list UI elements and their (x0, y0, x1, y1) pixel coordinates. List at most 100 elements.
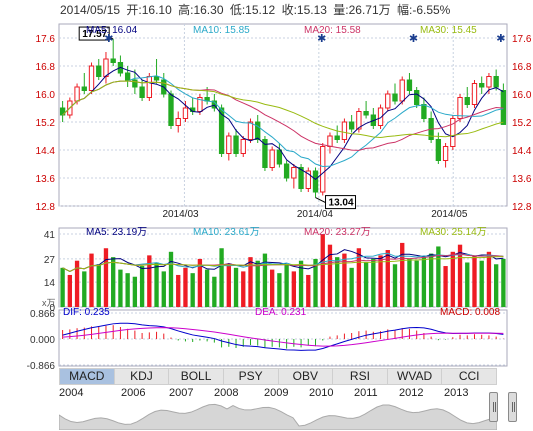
candle-body (312, 170, 319, 193)
price-ma30-line (62, 80, 504, 139)
volume-bar (111, 257, 116, 307)
quote-high: 高:16.30 (178, 3, 224, 17)
vol-unit-label: x万 (42, 298, 56, 308)
volume-bar (89, 253, 94, 307)
candle-body (247, 121, 254, 140)
quote-open: 开:16.10 (126, 3, 172, 17)
price-y-tick-left: 16.8 (36, 62, 56, 73)
low-marker-box (325, 195, 357, 210)
candle-body (385, 93, 391, 109)
volume-y-tick: 27 (44, 255, 56, 266)
price-y-tick-right: 16.0 (512, 90, 532, 101)
tab-rsi[interactable]: RSI (333, 369, 388, 384)
volume-bar (378, 255, 383, 307)
candle-body (500, 90, 507, 125)
candle-body (392, 93, 398, 102)
candle-body (132, 79, 138, 88)
candle-body (471, 83, 478, 105)
volume-bar (226, 264, 231, 307)
tab-wvad[interactable]: WVAD (388, 369, 443, 384)
tab-boll[interactable]: BOLL (169, 369, 224, 384)
volume-bar (428, 253, 434, 307)
tab-macd[interactable]: MACD (60, 369, 115, 384)
volume-bar (74, 260, 80, 307)
macd-value-label: MACD: 0.008 (440, 307, 500, 318)
price-y-tick-left: 16.0 (36, 90, 56, 101)
timeline-navigator[interactable]: 2004 2006 2007 2008 2009 2010 2011 2012 2013 (59, 387, 497, 431)
candle-body (377, 107, 384, 126)
tab-cci[interactable]: CCI (458, 369, 480, 383)
tab-psy[interactable]: PSY (224, 369, 279, 384)
volume-y-tick: 41 (44, 230, 56, 241)
candle-body (486, 76, 492, 88)
volume-bar (501, 258, 506, 307)
vol-ma5-label: MA5: 23.19万 (86, 227, 147, 238)
tab-obv[interactable]: OBV (279, 369, 334, 384)
candle-body (88, 65, 95, 91)
timeline-year-label: 2004 (59, 387, 84, 399)
candle-body (110, 58, 116, 63)
price-y-tick-right: 12.8 (512, 202, 532, 213)
candle-body (182, 107, 189, 119)
price-ma20-label: MA20: 15.58 (304, 25, 361, 36)
volume-panel: 41 27 14 0 (44, 227, 508, 314)
volume-bar (82, 271, 87, 307)
volume-bar (457, 244, 463, 307)
candle-body (450, 118, 456, 147)
candle-body (124, 72, 131, 81)
volume-bar (493, 264, 499, 307)
timeline-year-label: 2009 (264, 387, 289, 399)
quote-low: 低:15.12 (229, 3, 276, 17)
price-y-tick-right: 16.8 (512, 62, 532, 73)
timeline-overview (59, 403, 497, 430)
tab-kdj[interactable]: KDJ (115, 369, 170, 384)
volume-bar (139, 266, 145, 307)
candle-body (421, 104, 427, 119)
candle-body (414, 90, 420, 105)
range-handle-right[interactable] (508, 392, 517, 422)
volume-bar (327, 244, 333, 307)
candle-body (406, 79, 413, 91)
candle-body (96, 65, 102, 77)
price-y-tick-left: 12.8 (36, 202, 56, 213)
macd-dif-line (62, 322, 504, 351)
volume-bar (450, 251, 455, 307)
quote-volume: 量:26.71万 (333, 3, 391, 17)
range-handle-left[interactable] (489, 392, 498, 422)
volume-bar (277, 273, 282, 307)
candle-body (493, 76, 499, 88)
volume-ma30-line (62, 256, 504, 272)
candle-body (334, 135, 340, 140)
event-star: ✱ (409, 33, 418, 45)
volume-bar (183, 267, 188, 307)
candle-body (240, 139, 246, 154)
price-y-tick-right: 14.4 (512, 146, 532, 157)
volume-bar (436, 246, 441, 307)
volume-bar (269, 269, 275, 307)
candle-body (74, 86, 80, 102)
volume-bar (197, 258, 203, 307)
volume-y-tick: 14 (44, 278, 56, 289)
candle-body (262, 139, 268, 168)
event-star: ✱ (104, 33, 113, 45)
price-ma10-label: MA10: 15.85 (193, 25, 250, 36)
indicator-tab-bar: MACD KDJ BOLL PSY OBV RSI WVAD CCI (59, 368, 497, 385)
volume-bar (407, 258, 412, 307)
volume-bar (161, 271, 166, 307)
candle-body (442, 146, 449, 161)
candle-body (348, 121, 355, 130)
price-frame (58, 23, 508, 207)
price-y-tick-left: 15.2 (36, 118, 56, 129)
candle-body (103, 58, 109, 77)
vol-ma20-label: MA20: 23.27万 (304, 227, 371, 238)
high-marker-text: 17.57 (82, 29, 107, 40)
candle-body (479, 83, 485, 88)
macd-y-tick: -0.866 (27, 361, 56, 372)
macd-frame (58, 309, 508, 367)
price-y-tick-right: 17.6 (512, 34, 532, 45)
volume-bar (154, 262, 159, 307)
volume-bar (443, 266, 448, 307)
volume-bar (335, 257, 340, 307)
macd-y-tick: 0.000 (30, 335, 55, 346)
volume-bar (168, 251, 174, 307)
